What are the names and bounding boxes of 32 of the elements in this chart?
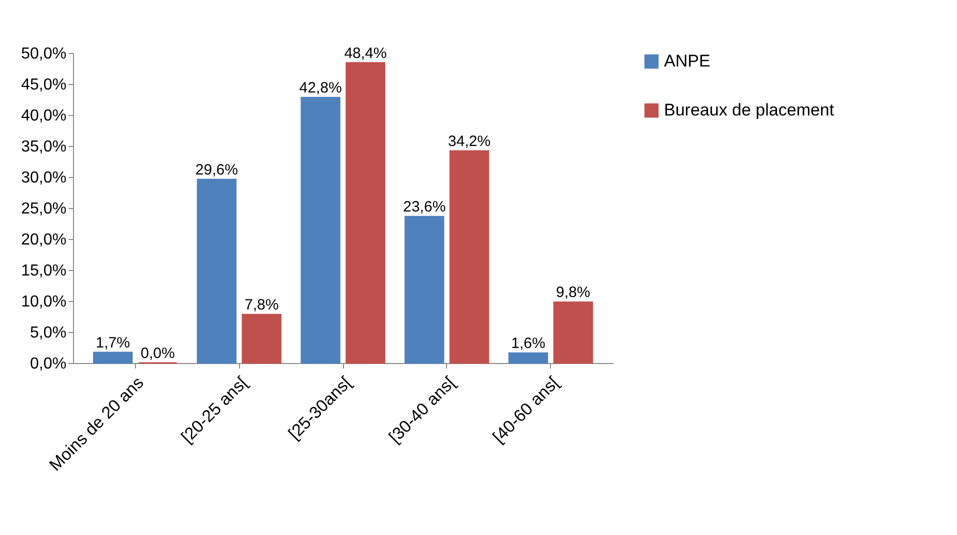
- y-tick-label: 25,0%: [21, 200, 66, 218]
- data-label: 48,4%: [344, 44, 387, 62]
- legend-label: Bureaux de placement: [664, 100, 834, 120]
- y-tick-label: 15,0%: [21, 262, 66, 280]
- bar: [449, 150, 490, 364]
- y-tick-label: 35,0%: [21, 138, 66, 156]
- data-label: 1,7%: [96, 334, 130, 352]
- y-tick-label: 45,0%: [21, 76, 66, 94]
- bar: [300, 96, 340, 364]
- data-label: 1,6%: [511, 335, 546, 352]
- data-label: 7,8%: [244, 296, 279, 314]
- bar: [508, 352, 548, 364]
- data-label: 29,6%: [195, 161, 238, 178]
- y-tick-label: 5,0%: [30, 324, 66, 342]
- data-label: 34,2%: [448, 132, 491, 150]
- y-tick-label: 30,0%: [21, 170, 66, 186]
- y-tick-label: 40,0%: [21, 108, 66, 124]
- bar: [553, 301, 593, 364]
- bar: [346, 62, 386, 364]
- legend-label: ANPE: [664, 52, 710, 70]
- y-tick-label: 20,0%: [21, 232, 66, 248]
- data-label: 23,6%: [403, 198, 446, 216]
- y-tick-label: 50,0%: [21, 46, 66, 62]
- data-label: 9,8%: [556, 284, 590, 302]
- data-label: 42,8%: [299, 80, 342, 97]
- bar: [242, 314, 282, 364]
- y-tick-label: 0,0%: [30, 356, 66, 372]
- bar: [404, 216, 444, 364]
- bar: [196, 178, 237, 364]
- bar: [93, 352, 133, 364]
- y-tick-label: 10,0%: [21, 294, 66, 310]
- data-label: 0,0%: [140, 345, 175, 362]
